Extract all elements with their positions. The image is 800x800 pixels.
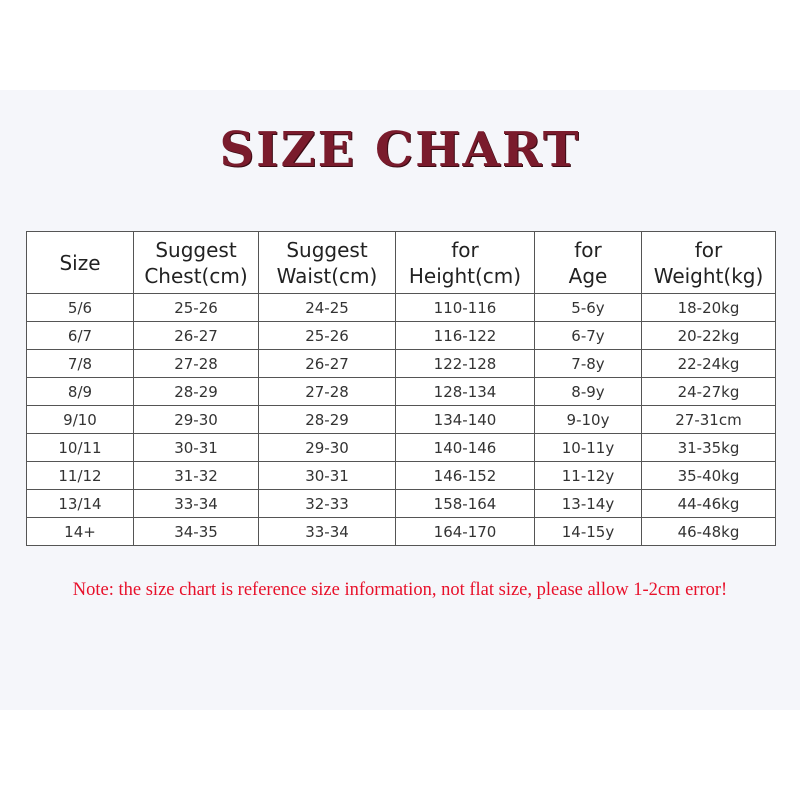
table-row: 6/7 26-27 25-26 116-122 6-7y 20-22kg: [26, 321, 776, 350]
cell-height: 116-122: [395, 321, 535, 350]
cell-weight: 18-20kg: [641, 293, 776, 322]
cell-weight: 31-35kg: [641, 433, 776, 462]
cell-waist: 26-27: [258, 349, 396, 378]
table-row: 9/10 29-30 28-29 134-140 9-10y 27-31cm: [26, 405, 776, 434]
cell-age: 14-15y: [534, 517, 642, 546]
cell-height: 122-128: [395, 349, 535, 378]
table-row: 13/14 33-34 32-33 158-164 13-14y 44-46kg: [26, 489, 776, 518]
cell-height: 164-170: [395, 517, 535, 546]
table-row: 14+ 34-35 33-34 164-170 14-15y 46-48kg: [26, 517, 776, 546]
page-title: SIZE CHART: [219, 122, 581, 178]
cell-size: 9/10: [26, 405, 134, 434]
column-header-waist: Suggest Waist(cm): [258, 231, 396, 294]
table-row: 8/9 28-29 27-28 128-134 8-9y 24-27kg: [26, 377, 776, 406]
column-header-chest: Suggest Chest(cm): [133, 231, 259, 294]
cell-chest: 28-29: [133, 377, 259, 406]
cell-age: 5-6y: [534, 293, 642, 322]
cell-weight: 35-40kg: [641, 461, 776, 490]
cell-waist: 27-28: [258, 377, 396, 406]
cell-size: 11/12: [26, 461, 134, 490]
header-row: Size Suggest Chest(cm) Suggest Waist(cm) for H…: [26, 231, 776, 294]
cell-height: 146-152: [395, 461, 535, 490]
header-line: for: [451, 237, 479, 262]
header-line: Suggest: [286, 237, 368, 262]
table-row: 7/8 27-28 26-27 122-128 7-8y 22-24kg: [26, 349, 776, 378]
cell-size: 14+: [26, 517, 134, 546]
column-header-size: Size: [26, 231, 134, 294]
column-header-weight: for Weight(kg): [641, 231, 776, 294]
header-line: Weight(kg): [653, 263, 764, 288]
cell-age: 13-14y: [534, 489, 642, 518]
cell-weight: 46-48kg: [641, 517, 776, 546]
header-line: Suggest: [155, 237, 237, 262]
cell-size: 6/7: [26, 321, 134, 350]
cell-age: 6-7y: [534, 321, 642, 350]
column-header-age: for Age: [534, 231, 642, 294]
cell-size: 10/11: [26, 433, 134, 462]
header-line: for: [574, 237, 602, 262]
disclaimer-note: Note: the size chart is reference size i…: [72, 580, 728, 600]
cell-waist: 29-30: [258, 433, 396, 462]
cell-chest: 30-31: [133, 433, 259, 462]
cell-chest: 29-30: [133, 405, 259, 434]
cell-age: 7-8y: [534, 349, 642, 378]
header-line: Height(cm): [408, 263, 522, 288]
cell-age: 9-10y: [534, 405, 642, 434]
cell-waist: 30-31: [258, 461, 396, 490]
cell-weight: 27-31cm: [641, 405, 776, 434]
cell-chest: 33-34: [133, 489, 259, 518]
table-row: 10/11 30-31 29-30 140-146 10-11y 31-35kg: [26, 433, 776, 462]
cell-waist: 33-34: [258, 517, 396, 546]
table-row: 11/12 31-32 30-31 146-152 11-12y 35-40kg: [26, 461, 776, 490]
cell-chest: 31-32: [133, 461, 259, 490]
cell-chest: 26-27: [133, 321, 259, 350]
cell-age: 10-11y: [534, 433, 642, 462]
cell-height: 128-134: [395, 377, 535, 406]
cell-chest: 27-28: [133, 349, 259, 378]
cell-chest: 25-26: [133, 293, 259, 322]
cell-age: 11-12y: [534, 461, 642, 490]
cell-weight: 24-27kg: [641, 377, 776, 406]
cell-height: 134-140: [395, 405, 535, 434]
cell-waist: 32-33: [258, 489, 396, 518]
cell-chest: 34-35: [133, 517, 259, 546]
column-header-height: for Height(cm): [395, 231, 535, 294]
cell-weight: 20-22kg: [641, 321, 776, 350]
cell-waist: 25-26: [258, 321, 396, 350]
cell-size: 13/14: [26, 489, 134, 518]
header-line: Age: [568, 263, 608, 288]
size-table: Size Suggest Chest(cm) Suggest Waist(cm) for H…: [26, 231, 776, 546]
cell-age: 8-9y: [534, 377, 642, 406]
cell-size: 7/8: [26, 349, 134, 378]
cell-waist: 24-25: [258, 293, 396, 322]
cell-height: 110-116: [395, 293, 535, 322]
cell-weight: 22-24kg: [641, 349, 776, 378]
header-line: Waist(cm): [276, 263, 378, 288]
header-line: for: [694, 237, 723, 262]
cell-height: 140-146: [395, 433, 535, 462]
cell-size: 5/6: [26, 293, 134, 322]
cell-waist: 28-29: [258, 405, 396, 434]
header-line: Chest(cm): [144, 263, 248, 288]
cell-weight: 44-46kg: [641, 489, 776, 518]
header-line: Size: [59, 250, 101, 275]
cell-height: 158-164: [395, 489, 535, 518]
table-row: 5/6 25-26 24-25 110-116 5-6y 18-20kg: [26, 293, 776, 322]
cell-size: 8/9: [26, 377, 134, 406]
